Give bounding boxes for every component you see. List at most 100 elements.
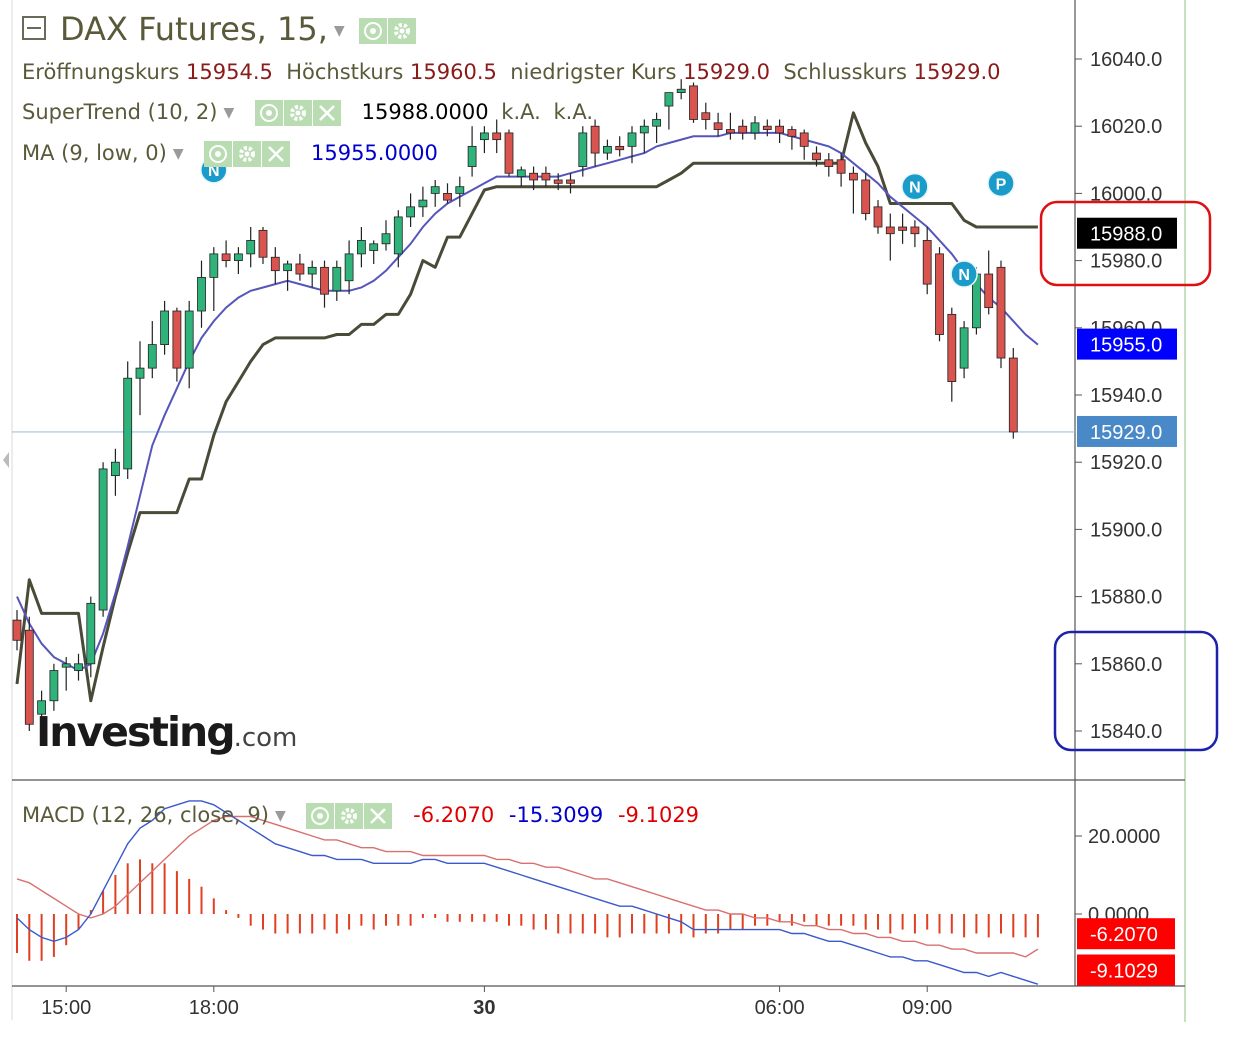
gear-icon[interactable] [233,141,262,167]
ohlc-row: Eröffnungskurs 15954.5 Höchstkurs 15960.… [22,60,1000,84]
left-scroll-handle [3,452,9,468]
candle-body [787,129,797,137]
chevron-down-icon[interactable]: ▼ [274,808,286,824]
macd-signal-value: -15.3099 [508,803,604,827]
close-icon[interactable] [312,100,341,126]
chart-title: DAX Futures, 15, [60,10,328,48]
candle [233,247,243,275]
candle-body [578,132,588,167]
candle [344,240,354,295]
candle-body [676,88,686,93]
signal-marker [901,172,929,201]
gear-icon[interactable] [283,100,312,126]
candle-body [172,310,182,369]
candle [49,663,59,711]
candle [135,341,145,416]
candle [553,173,563,191]
candle [86,596,96,678]
price-badge-label: 15955.0 [1090,335,1162,357]
candle [738,119,748,140]
candle-body [910,226,920,235]
chevron-down-icon[interactable]: ▼ [333,23,345,39]
watermark-brand: Investing [36,708,236,756]
candle-body [184,310,194,369]
candle [578,126,588,177]
time-tick-label: 06:00 [755,997,805,1019]
supertrend-label: SuperTrend (10, 2) [22,100,218,124]
candle-body [603,145,612,154]
candle [98,462,108,617]
candle-body [652,119,661,127]
candle [406,193,416,227]
candle-body [111,461,120,477]
candle-body [713,122,723,130]
candle-body [283,263,293,272]
candle [787,126,797,150]
eye-icon[interactable] [204,141,233,167]
close-icon[interactable] [364,803,393,829]
candle-body [566,179,575,184]
macd-tick-label: 20.0000 [1088,826,1160,848]
close-icon[interactable] [262,141,291,167]
candle [652,112,661,143]
macd-signal-line [16,815,1039,958]
candle-body [147,344,157,369]
candle-body [406,206,416,218]
gear-icon[interactable] [387,18,416,44]
candle-body [246,240,256,255]
candle-body [898,226,907,231]
price-tick-label: 15980.0 [1090,251,1162,273]
candle-body [935,253,944,335]
chevron-down-icon[interactable]: ▼ [172,146,184,162]
candle [61,657,71,691]
candle-body [516,169,526,178]
candle [492,119,502,154]
signal-marker-label: N [958,267,970,284]
candle-body [799,132,809,147]
candle-body [98,468,108,611]
candle [516,166,526,187]
macd-value: -6.2070 [413,803,495,827]
candle [418,186,428,217]
candle-body [750,122,760,134]
eye-icon[interactable] [254,100,283,126]
candle [221,240,231,268]
supertrend-value: 15988.0000 [361,100,489,124]
candle [356,227,366,268]
candle-body [135,367,145,379]
candle-body [885,226,895,235]
candle [836,153,846,187]
candle-body [922,240,932,285]
eye-icon[interactable] [306,803,335,829]
gear-icon[interactable] [335,803,364,829]
candle [726,112,735,140]
watermark-suffix: .com [233,723,298,753]
candle [1008,347,1018,439]
close-label: Schlusskurs [783,60,907,84]
chevron-down-icon[interactable]: ▼ [223,105,235,121]
candle-body [197,276,206,312]
candle-body [24,629,34,725]
macd-badge-label: -9.1029 [1090,961,1158,983]
red-highlight-box [1039,200,1212,287]
eye-icon[interactable] [358,18,387,44]
candle-body [627,132,637,147]
candle [849,166,858,214]
candle [184,300,194,389]
candle [160,300,170,355]
candle-body [344,253,354,282]
candle [504,129,514,177]
signal-marker-label: N [909,180,921,197]
collapse-icon[interactable] [22,16,46,40]
candle-body [49,670,59,702]
candle-body [332,266,342,292]
candle [123,361,133,479]
candle-body [467,145,477,167]
candle [541,166,551,187]
candle [984,250,994,315]
candle-body [356,240,366,255]
candle-body [258,229,268,258]
candle [443,183,452,204]
time-tick-label: 09:00 [902,997,952,1019]
